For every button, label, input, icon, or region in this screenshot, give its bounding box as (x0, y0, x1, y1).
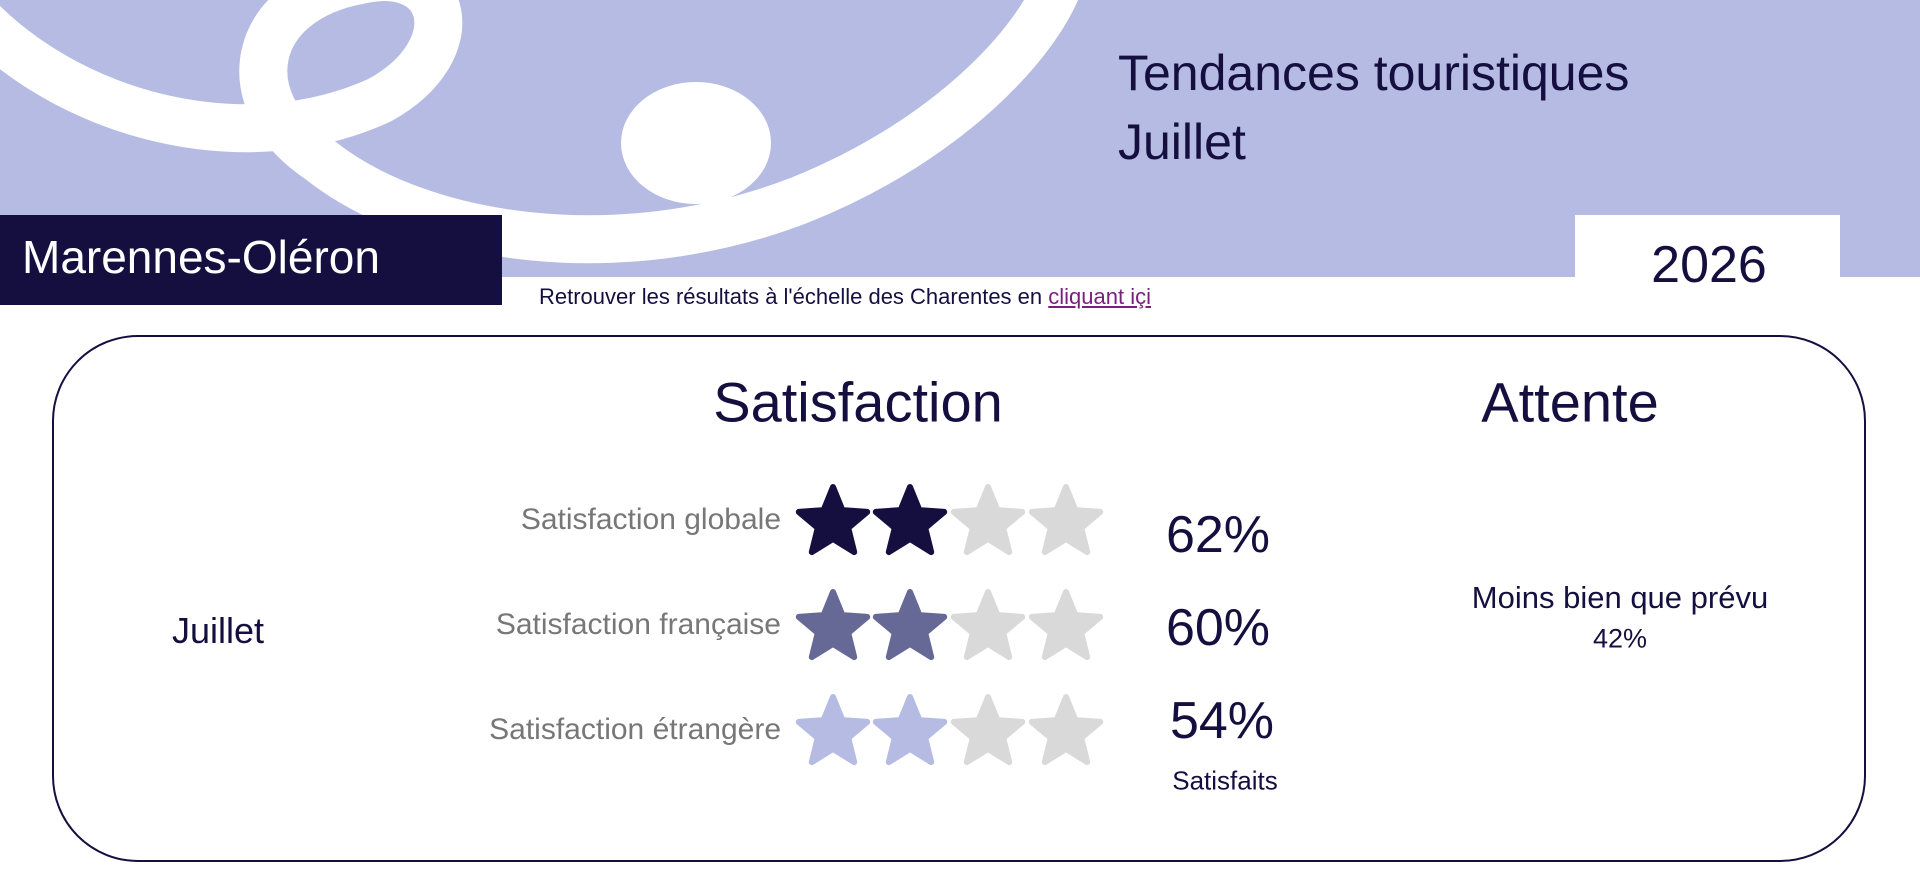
month: Juillet (171, 610, 265, 651)
link[interactable]: cliquant içi (1048, 284, 1151, 309)
link-line: Retrouver les résultats à l'échelle des … (539, 284, 1151, 310)
panel-frame (52, 335, 1866, 862)
row-value: 54% (1169, 692, 1275, 750)
row-label: Satisfaction globale (520, 503, 781, 536)
star-ratings (795, 484, 1104, 766)
attente-label: Moins bien que prévu (1471, 580, 1769, 615)
star (872, 694, 948, 766)
section-title: Attente (1481, 370, 1659, 434)
star (795, 589, 871, 661)
star (1028, 694, 1104, 766)
header-decoration (0, 0, 1078, 264)
title-line: Tendances touristiques (1118, 45, 1630, 101)
star (950, 589, 1026, 661)
star (795, 694, 871, 766)
year-box (1575, 215, 1840, 285)
star (795, 484, 871, 556)
star (1028, 484, 1104, 556)
star (950, 694, 1026, 766)
row-value: 60% (1165, 599, 1271, 657)
section-title: Satisfaction (713, 370, 1003, 434)
region: Marennes-Oléron (22, 231, 380, 283)
star (872, 589, 948, 661)
title-line: Juillet (1118, 114, 1246, 170)
footnote: Satisfaits (1172, 765, 1278, 796)
link-text: Retrouver les résultats à l'échelle des … (539, 284, 1043, 309)
region-box (0, 215, 502, 305)
row-value: 62% (1165, 506, 1271, 564)
row-label: Satisfaction française (495, 608, 781, 641)
star (872, 484, 948, 556)
attente-value: 42% (1592, 623, 1648, 654)
row-label: Satisfaction étrangère (489, 713, 781, 746)
star (950, 484, 1026, 556)
star (1028, 589, 1104, 661)
year: 2026 (1651, 236, 1767, 294)
